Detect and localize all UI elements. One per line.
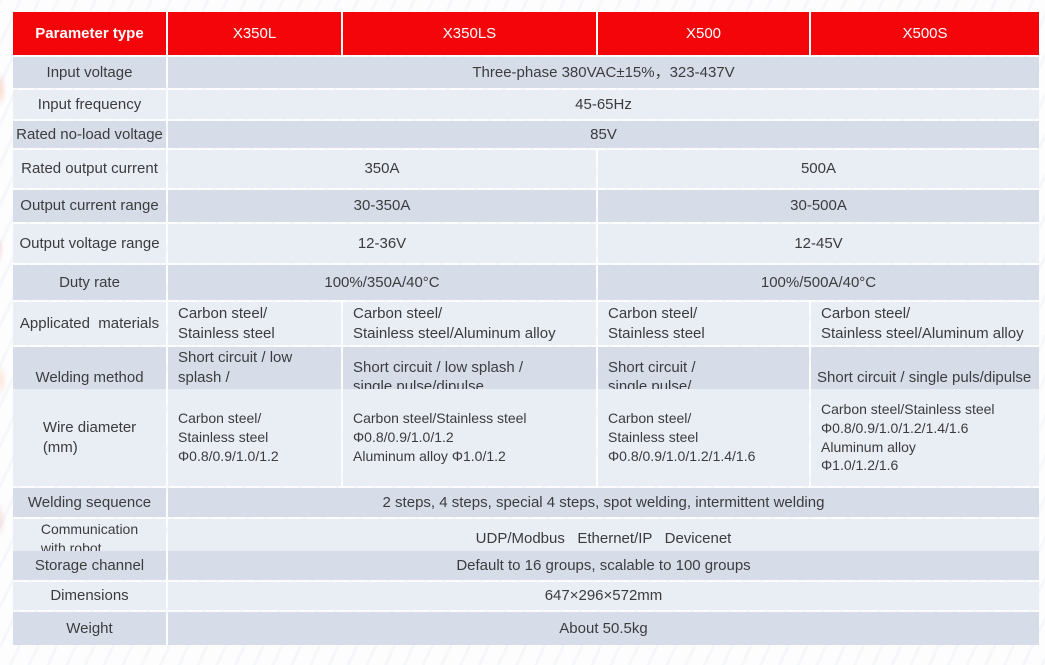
cell-x350l: Carbon steel/ Stainless steel Φ0.8/0.9/1…: [168, 389, 341, 486]
row-label: Storage channel: [13, 551, 166, 580]
row-value: Three-phase 380VAC±15%，323-437V: [168, 57, 1039, 88]
row-value-500: 12-45V: [598, 224, 1039, 263]
header-model-x500s: X500S: [811, 12, 1039, 55]
cell-x500: Carbon steel/ Stainless steel Φ0.8/0.9/1…: [598, 389, 809, 486]
row-applicated-materials: Applicated materials Carbon steel/ Stain…: [13, 302, 1039, 345]
row-weight: Weight About 50.5kg: [13, 612, 1039, 645]
row-communication-with-robot: Communication with robot UDP/Modbus Ethe…: [13, 519, 1039, 559]
background-watermark: [0, 50, 10, 610]
row-label: Rated no-load voltage: [13, 121, 166, 148]
row-value: 85V: [168, 121, 1039, 148]
row-label: Wire diameter (mm): [13, 389, 166, 486]
row-welding-method: Welding method Short circuit / low splas…: [13, 347, 1039, 408]
row-label: Input voltage: [13, 57, 166, 88]
row-value: 647×296×572mm: [168, 582, 1039, 610]
row-wire-diameter: Wire diameter (mm) Carbon steel/ Stainle…: [13, 389, 1039, 486]
cell-x500s: Carbon steel/ Stainless steel/Aluminum a…: [811, 302, 1039, 345]
row-label: Dimensions: [13, 582, 166, 610]
row-value-350: 30-350A: [168, 190, 596, 222]
cell-x350ls: Carbon steel/Stainless steel Φ0.8/0.9/1.…: [343, 389, 596, 486]
cell-x350l: Carbon steel/ Stainless steel: [168, 302, 341, 345]
spec-table: Parameter type X350L X350LS X500 X500S I…: [13, 12, 1039, 645]
row-label: Input frequency: [13, 90, 166, 119]
row-label: Output current range: [13, 190, 166, 222]
cell-x350ls: Carbon steel/ Stainless steel/Aluminum a…: [343, 302, 596, 345]
row-value-350: 100%/350A/40°C: [168, 265, 596, 300]
row-label: Welding sequence: [13, 488, 166, 517]
row-value: 45-65Hz: [168, 90, 1039, 119]
row-rated-no-load-voltage: Rated no-load voltage 85V: [13, 121, 1039, 148]
row-value-500: 100%/500A/40°C: [598, 265, 1039, 300]
table-header-row: Parameter type X350L X350LS X500 X500S: [13, 12, 1039, 55]
cell-x500: Carbon steel/ Stainless steel: [598, 302, 809, 345]
row-value-500: 30-500A: [598, 190, 1039, 222]
row-label: Applicated materials: [13, 302, 166, 345]
header-model-x350l: X350L: [168, 12, 341, 55]
header-parameter-type: Parameter type: [13, 12, 166, 55]
row-duty-rate: Duty rate 100%/350A/40°C 100%/500A/40°C: [13, 265, 1039, 300]
row-rated-output-current: Rated output current 350A 500A: [13, 150, 1039, 188]
row-value: 2 steps, 4 steps, special 4 steps, spot …: [168, 488, 1039, 517]
row-input-frequency: Input frequency 45-65Hz: [13, 90, 1039, 119]
cell-x500s: Carbon steel/Stainless steel Φ0.8/0.9/1.…: [811, 389, 1039, 486]
row-label: Output voltage range: [13, 224, 166, 263]
row-storage-channel: Storage channel Default to 16 groups, sc…: [13, 551, 1039, 580]
row-value: About 50.5kg: [168, 612, 1039, 645]
row-value-500: 500A: [598, 150, 1039, 188]
row-input-voltage: Input voltage Three-phase 380VAC±15%，323…: [13, 57, 1039, 88]
row-label: Weight: [13, 612, 166, 645]
row-output-current-range: Output current range 30-350A 30-500A: [13, 190, 1039, 222]
header-model-x350ls: X350LS: [343, 12, 596, 55]
row-output-voltage-range: Output voltage range 12-36V 12-45V: [13, 224, 1039, 263]
header-model-x500: X500: [598, 12, 809, 55]
row-dimensions: Dimensions 647×296×572mm: [13, 582, 1039, 610]
row-value: Default to 16 groups, scalable to 100 gr…: [168, 551, 1039, 580]
row-welding-sequence: Welding sequence 2 steps, 4 steps, speci…: [13, 488, 1039, 517]
row-label-text: Wire diameter (mm): [42, 419, 137, 456]
row-value-350: 350A: [168, 150, 596, 188]
row-value-350: 12-36V: [168, 224, 596, 263]
row-label: Rated output current: [13, 150, 166, 188]
row-label: Duty rate: [13, 265, 166, 300]
